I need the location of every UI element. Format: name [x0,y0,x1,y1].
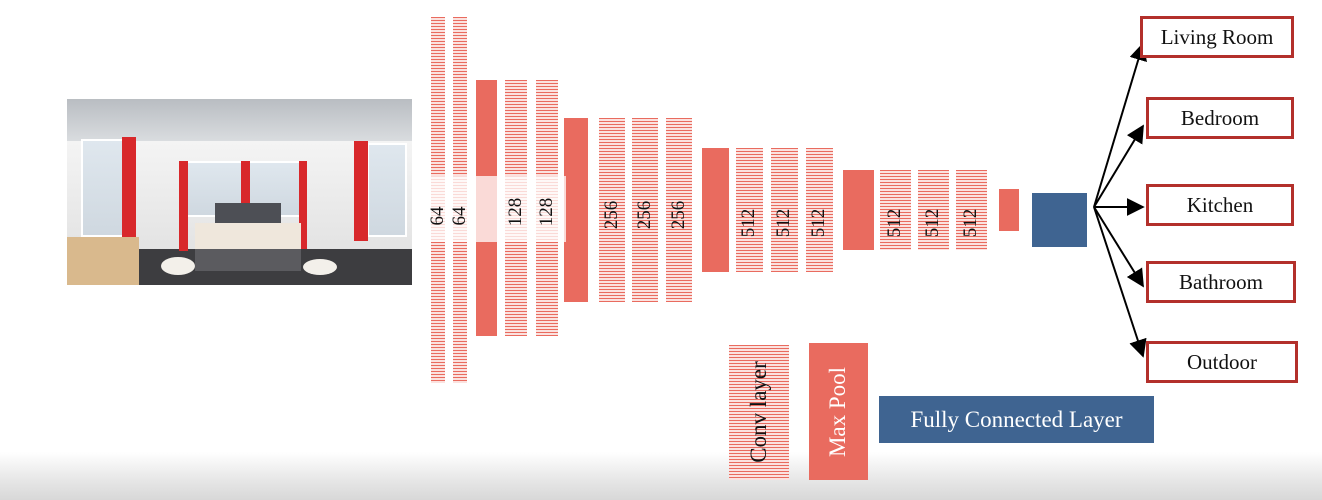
legend-pool-swatch [809,343,868,480]
photo-curtain [179,161,188,251]
photo-curtain [122,137,136,237]
output-living-room: Living Room [1140,16,1294,58]
conv-layer [632,118,658,302]
photo-rug [161,257,195,275]
photo-curtain [354,141,368,241]
max-pool-layer [843,170,874,250]
conv-layer [771,148,798,272]
photo-bed [195,223,301,251]
photo-desk [67,237,139,285]
label-band [428,176,566,242]
photo-ceiling [67,99,412,141]
conv-layer [806,148,833,272]
arrow-to-living-room [1093,42,1147,208]
conv-layer [736,148,763,272]
legend-fc-swatch: Fully Connected Layer [879,396,1154,443]
photo-window-right [367,143,407,237]
arrow-to-bedroom [1093,124,1144,208]
arrow-to-bathroom [1093,206,1144,288]
output-bathroom: Bathroom [1146,261,1296,303]
legend-conv-swatch [729,345,789,480]
fully-connected-layer [1032,193,1087,247]
arrow-to-outdoor [1093,206,1147,358]
photo-curtain [241,161,250,211]
output-kitchen: Kitchen [1146,184,1294,226]
output-bedroom: Bedroom [1146,97,1294,139]
conv-layer [599,118,625,302]
output-outdoor: Outdoor [1146,341,1298,383]
conv-layer [666,118,692,302]
conv-layer [956,170,987,250]
max-pool-layer [564,118,588,302]
conv-layer [880,170,911,250]
legend-conv-label: Conv layer [746,361,771,463]
legend-pool-label: Max Pool [825,366,850,458]
input-bedroom-image [67,99,412,285]
photo-bed-base [195,249,301,271]
photo-curtain [299,161,307,249]
bottom-shade [0,452,1322,500]
conv-layer [918,170,949,250]
max-pool-layer [999,189,1019,231]
max-pool-layer [702,148,729,272]
photo-rug [303,259,337,275]
